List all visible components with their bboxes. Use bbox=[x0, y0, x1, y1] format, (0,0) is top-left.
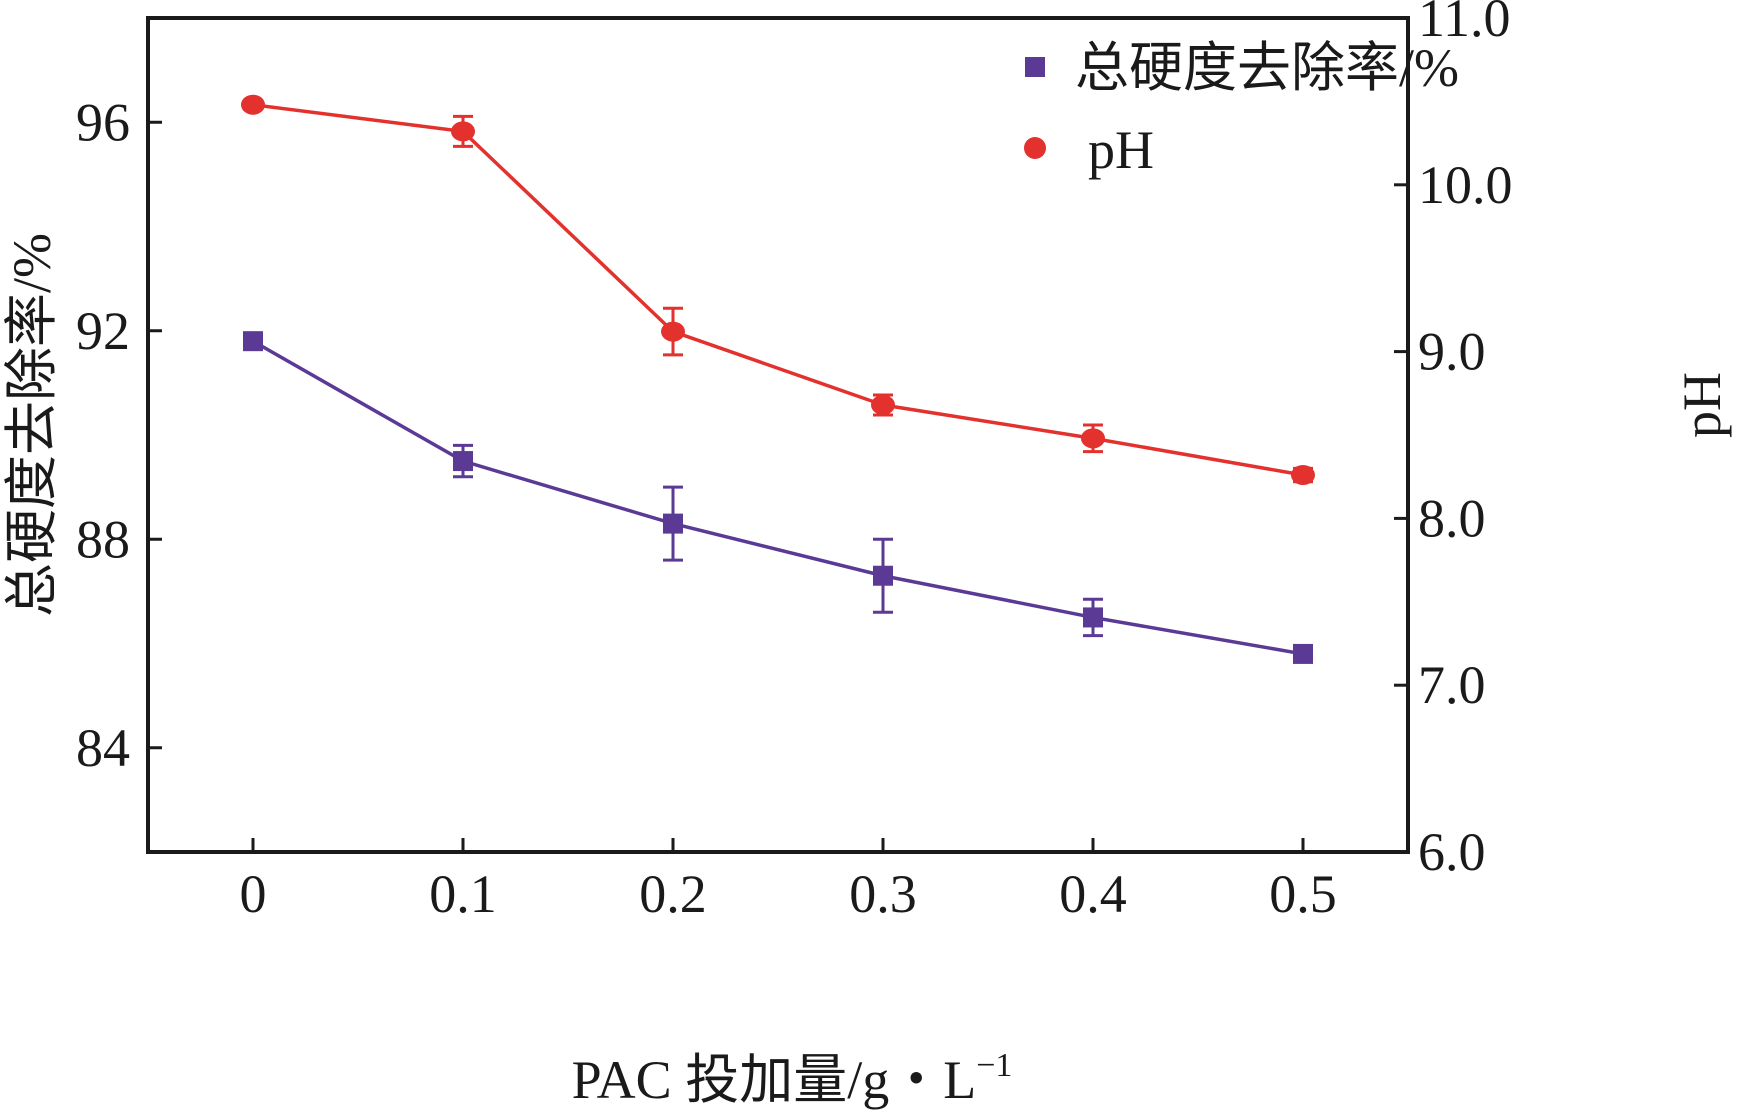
legend-label-hardness: 总硬度去除率/% bbox=[1075, 38, 1459, 98]
data-point-hardness bbox=[663, 513, 683, 534]
data-point-ph bbox=[241, 94, 265, 115]
x-axis-title-main: PAC 投加量/g・L bbox=[572, 1050, 977, 1110]
data-point-ph bbox=[1081, 428, 1105, 449]
y-left-tick-label: 92 bbox=[76, 301, 130, 361]
y-right-tick-label: 8.0 bbox=[1418, 488, 1486, 548]
data-point-hardness bbox=[243, 331, 263, 352]
axis-titles: PAC 投加量/g・L−1 总硬度去除率/% pH bbox=[2, 233, 1732, 1110]
y-right-tick-label: 11.0 bbox=[1418, 0, 1511, 48]
x-tick-label: 0 bbox=[240, 864, 267, 924]
data-point-hardness bbox=[1293, 643, 1313, 664]
y-right-tick-label: 6.0 bbox=[1418, 822, 1486, 882]
data-point-ph bbox=[451, 121, 475, 142]
data-point-hardness bbox=[1083, 607, 1103, 628]
legend: 总硬度去除率/% pH bbox=[1024, 38, 1459, 180]
x-tick-label: 0.1 bbox=[429, 864, 497, 924]
y-right-tick-label: 7.0 bbox=[1418, 655, 1486, 715]
series-line-ph bbox=[252, 102, 1304, 477]
series-line-hardness bbox=[252, 339, 1304, 656]
legend-marker-hardness bbox=[1025, 57, 1045, 77]
y-left-tick-label: 96 bbox=[76, 92, 130, 152]
data-point-hardness bbox=[453, 451, 473, 472]
data-point-ph bbox=[661, 321, 685, 342]
data-point-ph bbox=[871, 394, 895, 415]
data-point-hardness bbox=[873, 565, 893, 586]
plot-area bbox=[241, 94, 1315, 664]
y-left-tick-label: 84 bbox=[76, 718, 130, 778]
y-left-axis-title: 总硬度去除率/% bbox=[2, 233, 62, 617]
y-right-tick-label: 10.0 bbox=[1418, 155, 1513, 215]
x-tick-label: 0.2 bbox=[639, 864, 707, 924]
y-right-tick-label: 9.0 bbox=[1418, 322, 1486, 382]
legend-label-ph: pH bbox=[1088, 120, 1154, 180]
axes: 0 0.1 0.2 0.3 0.4 0.5 84 88 92 96 6.0 7.0 8.0 9.0 10.0… bbox=[76, 0, 1513, 924]
y-left-tick-label: 88 bbox=[76, 509, 130, 569]
x-tick-label: 0.3 bbox=[849, 864, 917, 924]
plot-frame bbox=[146, 16, 1410, 854]
data-point-ph bbox=[1291, 465, 1315, 486]
x-tick-label: 0.5 bbox=[1269, 864, 1337, 924]
x-axis-title: PAC 投加量/g・L−1 bbox=[572, 1047, 1013, 1110]
x-tick-label: 0.4 bbox=[1059, 864, 1127, 924]
x-axis-title-superscript: −1 bbox=[976, 1047, 1012, 1084]
legend-marker-ph bbox=[1024, 137, 1046, 159]
y-right-axis-title: pH bbox=[1672, 372, 1732, 438]
